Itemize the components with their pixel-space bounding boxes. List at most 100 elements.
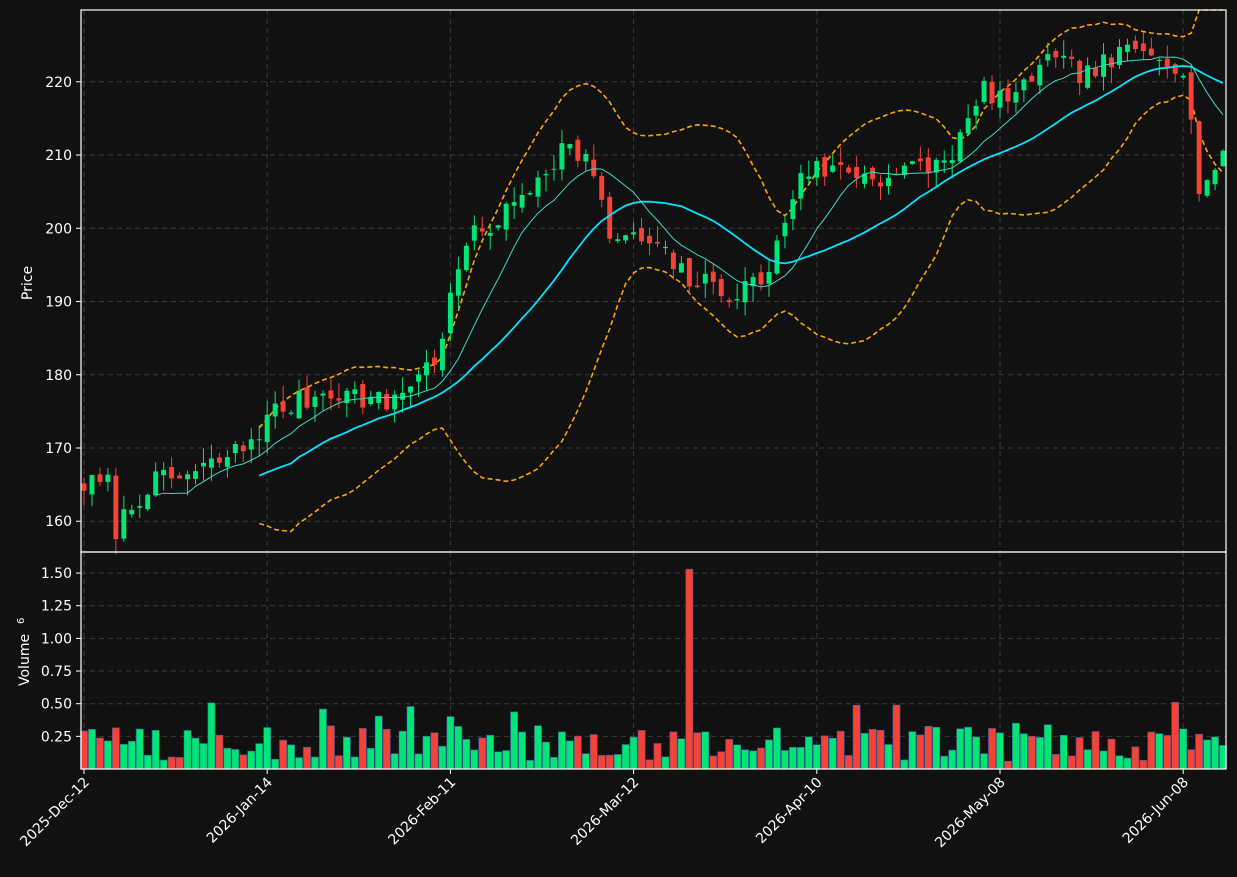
candle-body bbox=[631, 232, 637, 235]
candle-body bbox=[185, 474, 191, 480]
volume-bar bbox=[804, 736, 813, 770]
candle-body bbox=[503, 203, 509, 230]
volume-bar bbox=[358, 728, 367, 770]
candle-body bbox=[599, 176, 605, 200]
candle-body bbox=[925, 157, 931, 173]
candle-body bbox=[862, 173, 868, 184]
volume-bar bbox=[382, 728, 391, 770]
volume-bar bbox=[327, 725, 335, 770]
volume-bar bbox=[151, 729, 160, 770]
candle-body bbox=[392, 394, 398, 410]
volume-bar bbox=[573, 735, 582, 770]
volume-bar bbox=[406, 706, 415, 770]
candle-body bbox=[368, 397, 374, 405]
candle-body bbox=[1212, 169, 1218, 185]
candle-body bbox=[193, 471, 198, 479]
volume-bar bbox=[215, 734, 224, 770]
volume-bar bbox=[844, 755, 853, 770]
candle-body bbox=[97, 474, 103, 482]
candle-body bbox=[161, 469, 167, 476]
volume-bar bbox=[494, 751, 503, 770]
volume-bar bbox=[183, 730, 192, 770]
candle-body bbox=[145, 494, 151, 510]
volume-bar bbox=[1155, 733, 1164, 770]
volume-bar bbox=[725, 739, 734, 770]
volume-bar bbox=[1083, 749, 1092, 770]
volume-bar bbox=[1187, 749, 1196, 770]
volume-bar bbox=[1107, 738, 1116, 770]
volume-bar bbox=[1012, 722, 1020, 770]
volume-bar bbox=[988, 728, 996, 770]
volume-tick-label: 0.75 bbox=[41, 664, 72, 680]
candle-body bbox=[280, 401, 286, 412]
volume-bar bbox=[1091, 731, 1100, 770]
volume-bar bbox=[565, 740, 574, 770]
volume-bar bbox=[741, 749, 749, 770]
volume-bar bbox=[653, 743, 662, 770]
volume-bar bbox=[884, 744, 893, 770]
price-tick-label: 190 bbox=[45, 295, 72, 311]
volume-bar bbox=[279, 739, 288, 770]
volume-bar bbox=[374, 715, 383, 770]
candle-body bbox=[742, 281, 748, 303]
volume-y-ticks: 0.25 0.50 0.75 1.00 1.25 1.50 bbox=[41, 566, 81, 745]
candle-body bbox=[1172, 64, 1178, 74]
lower-band-line bbox=[258, 94, 1224, 533]
candle-body bbox=[312, 396, 318, 407]
candle-body bbox=[121, 509, 127, 539]
price-tick-label: 180 bbox=[45, 368, 72, 384]
volume-bar bbox=[876, 730, 885, 770]
candle-body bbox=[878, 182, 883, 187]
volume-bar bbox=[199, 743, 208, 770]
candle-body bbox=[1188, 72, 1194, 120]
price-tick-label: 220 bbox=[45, 75, 72, 91]
candle-body bbox=[655, 241, 660, 244]
candle-body bbox=[495, 225, 501, 228]
candle-body bbox=[1164, 58, 1170, 69]
candle-body bbox=[543, 174, 549, 176]
volume-bar bbox=[143, 754, 152, 770]
volume-bar bbox=[135, 728, 144, 770]
candle-body bbox=[941, 160, 947, 163]
volume-bar bbox=[303, 746, 311, 770]
candle-body bbox=[113, 475, 119, 540]
volume-axis-label-group: Volume 6 bbox=[16, 618, 33, 686]
volume-bar bbox=[1195, 733, 1204, 770]
candle-body bbox=[766, 271, 772, 284]
bollinger-bands bbox=[258, 9, 1224, 533]
candle-body bbox=[870, 167, 876, 180]
candle-body bbox=[511, 202, 517, 206]
volume-tick-label: 0.25 bbox=[41, 729, 72, 745]
candle-body bbox=[320, 393, 326, 396]
candle-body bbox=[591, 159, 597, 177]
price-tick-label: 200 bbox=[45, 221, 72, 237]
candle-body bbox=[623, 235, 629, 241]
volume-bar bbox=[1203, 739, 1211, 770]
upper-band-line bbox=[258, 9, 1223, 429]
volume-bar bbox=[1179, 728, 1188, 770]
candle-body bbox=[304, 387, 310, 408]
volume-bar bbox=[454, 726, 463, 770]
candle-body bbox=[957, 132, 963, 162]
candle-body bbox=[535, 177, 541, 197]
candle-body bbox=[201, 462, 206, 467]
volume-bar bbox=[398, 730, 407, 770]
volume-tick-label: 1.50 bbox=[41, 566, 72, 582]
candle-body bbox=[463, 245, 469, 271]
volume-bar bbox=[295, 757, 303, 770]
volume-bar bbox=[1043, 724, 1052, 770]
candle-body bbox=[647, 235, 652, 244]
candle-body bbox=[750, 277, 756, 287]
candle-body bbox=[216, 457, 222, 463]
volume-bar bbox=[916, 734, 925, 770]
volume-bar bbox=[629, 736, 638, 770]
candle-body bbox=[774, 240, 780, 274]
volume-bar bbox=[526, 760, 534, 770]
volume-bar bbox=[956, 728, 965, 770]
candle-body bbox=[471, 225, 477, 241]
volume-bar bbox=[231, 749, 240, 770]
volume-bar bbox=[438, 745, 447, 770]
volume-bar bbox=[972, 736, 980, 770]
candle-body bbox=[662, 246, 668, 249]
